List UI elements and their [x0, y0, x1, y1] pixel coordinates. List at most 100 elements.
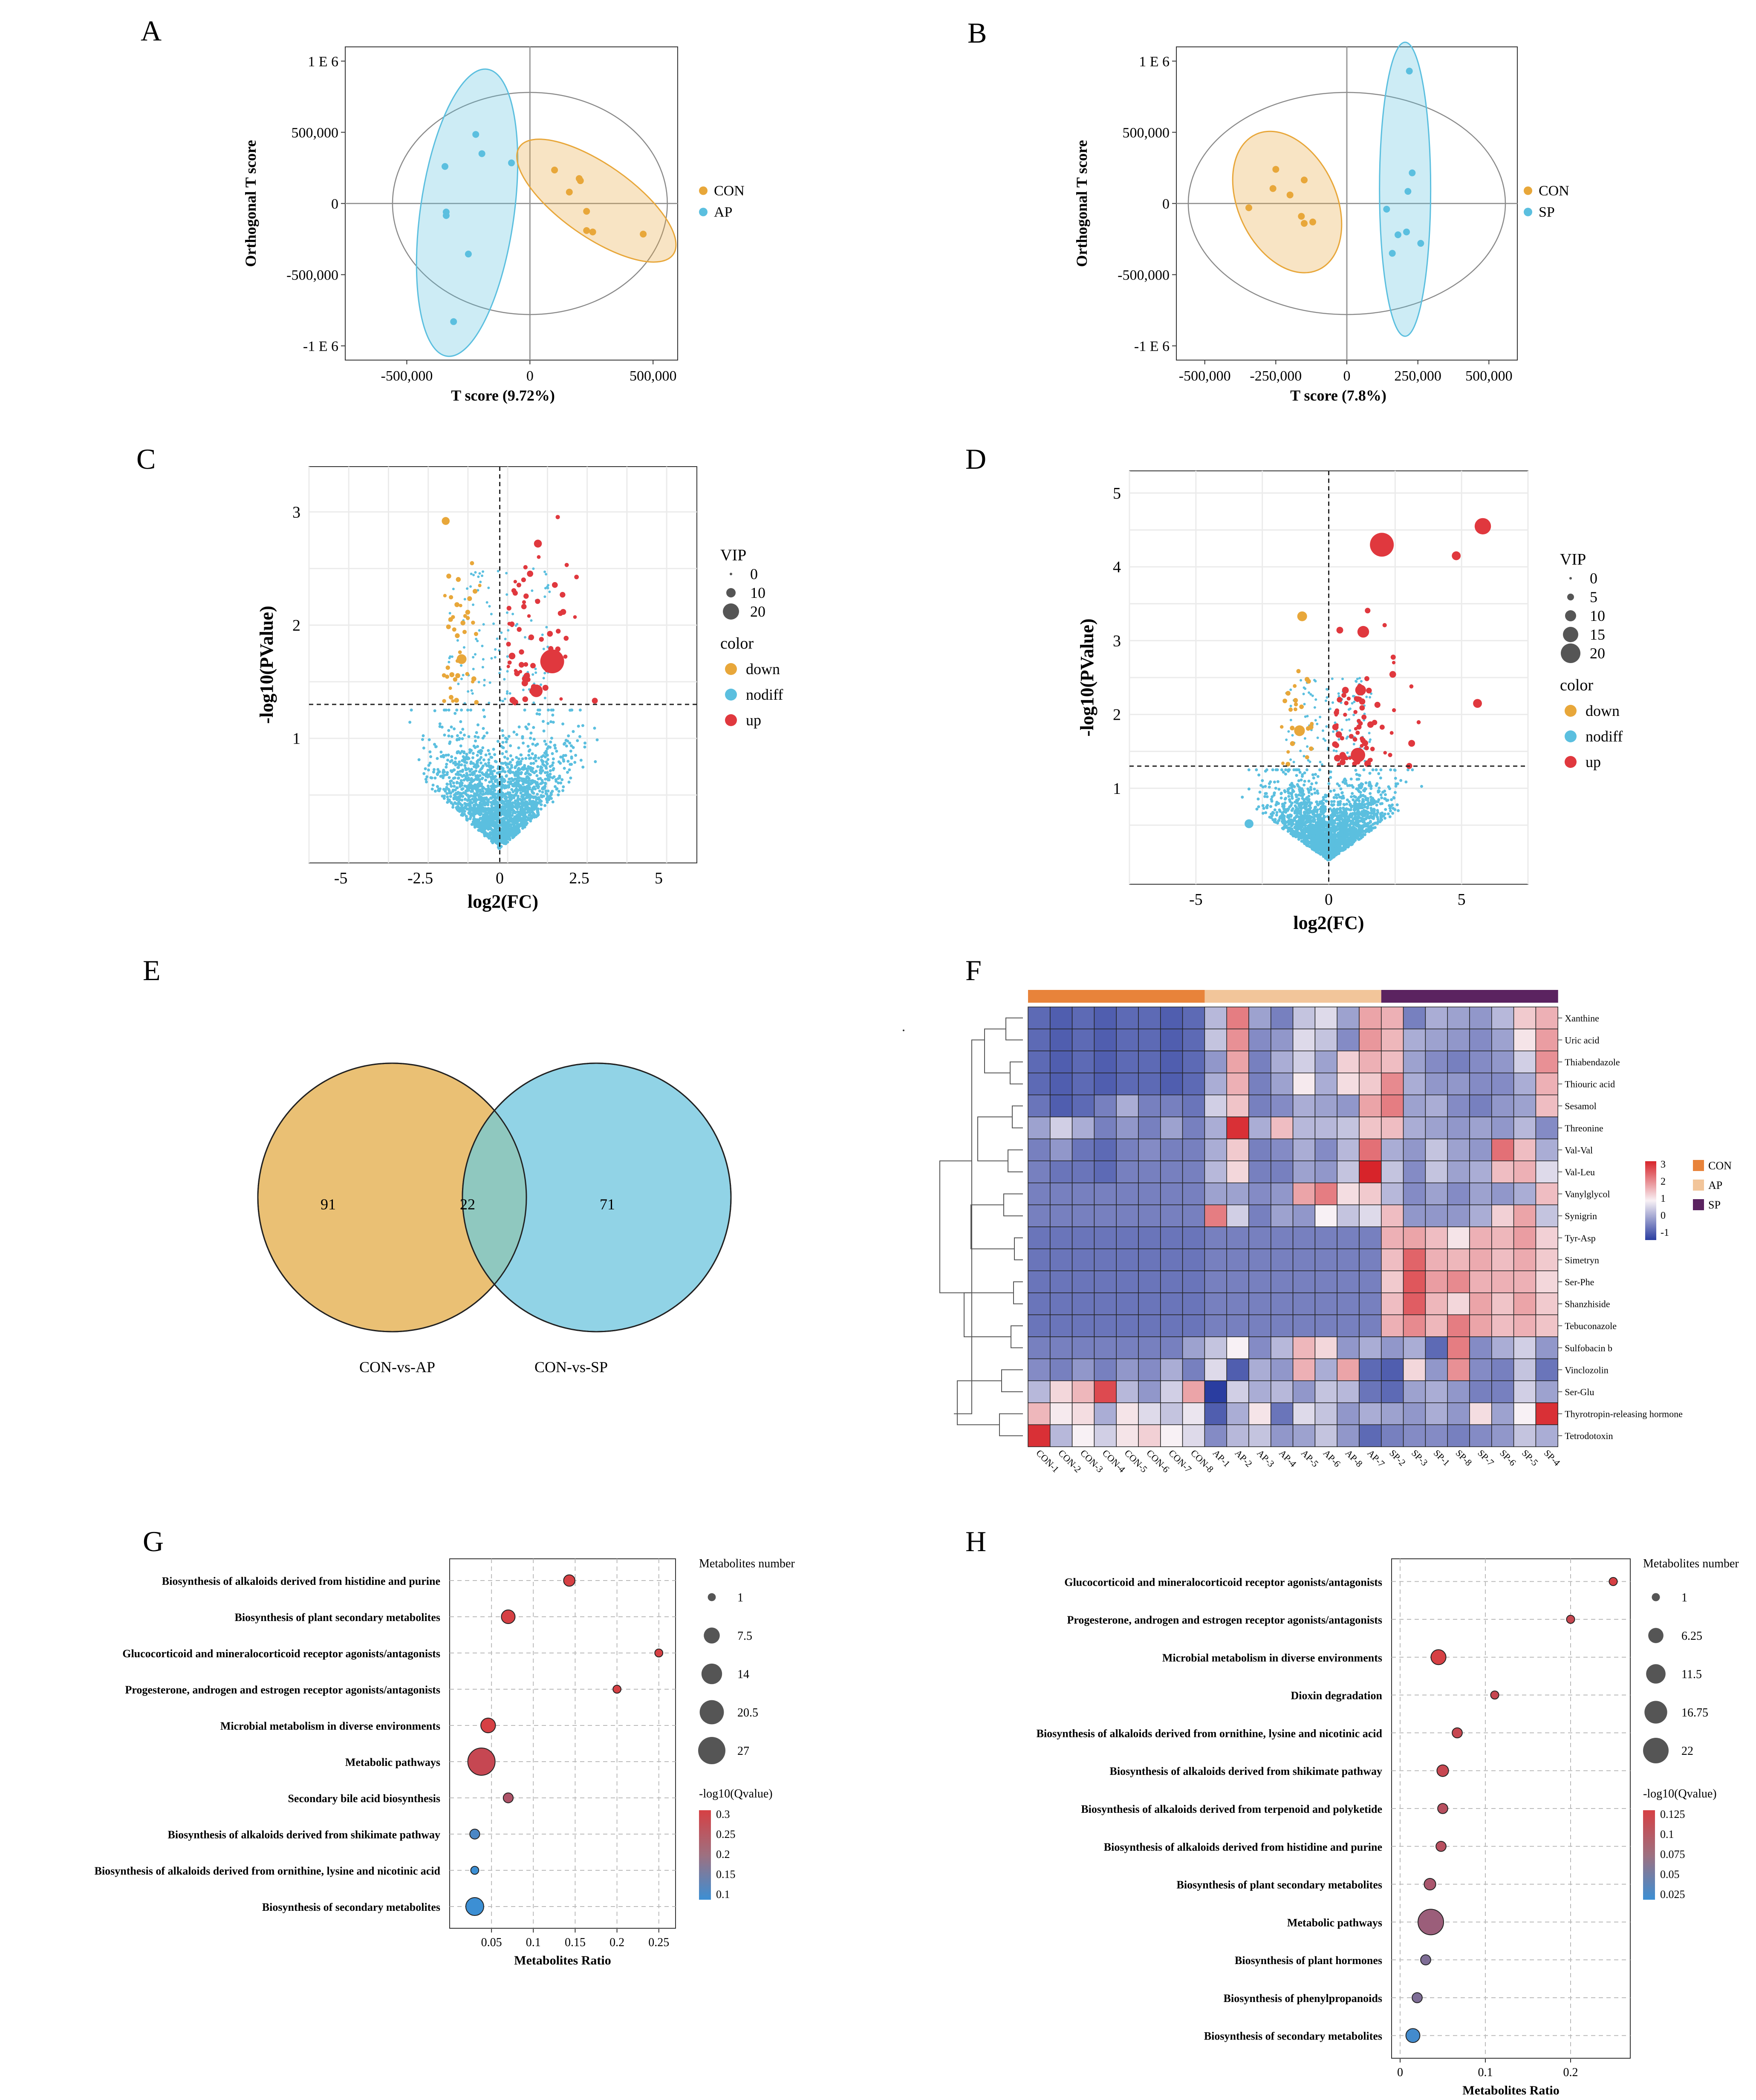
data-point-nodiff: [487, 764, 491, 767]
data-point-nodiff: [519, 811, 523, 814]
data-point-nodiff: [1301, 790, 1304, 793]
data-point-nodiff: [517, 757, 520, 761]
data-point-nodiff: [508, 838, 511, 841]
data-point-nodiff: [450, 801, 453, 805]
data-point-nodiff: [1340, 810, 1343, 813]
data-point-nodiff: [506, 818, 509, 822]
data-point-nodiff: [459, 779, 463, 782]
data-point-nodiff: [474, 735, 477, 738]
data-point-nodiff: [1340, 826, 1344, 829]
data-point-nodiff: [1376, 818, 1380, 821]
data-point-nodiff: [462, 806, 465, 810]
data-point-nodiff: [1348, 843, 1351, 846]
data-point-nodiff: [1255, 808, 1259, 811]
data-point-nodiff: [1303, 779, 1306, 783]
data-point-nodiff: [1360, 782, 1363, 785]
data-point-nodiff: [557, 790, 560, 793]
data-point-nodiff: [511, 801, 515, 805]
data-point-nodiff: [531, 810, 534, 813]
data-point-nodiff: [463, 798, 467, 801]
data-point-nodiff: [1300, 794, 1303, 797]
data-point-nodiff: [1375, 800, 1378, 803]
data-point-nodiff: [482, 708, 485, 712]
data-point-nodiff: [458, 760, 461, 764]
score-point-con: [1272, 166, 1279, 173]
data-point-nodiff: [546, 586, 549, 588]
data-point-down: [456, 577, 461, 582]
data-point-nodiff: [1276, 780, 1279, 783]
data-point-nodiff: [1355, 680, 1358, 683]
data-point-nodiff: [477, 575, 480, 578]
data-point-nodiff: [508, 832, 512, 836]
data-point-nodiff: [558, 774, 561, 778]
data-point-nodiff: [468, 751, 471, 754]
data-point-nodiff: [491, 784, 495, 787]
data-point-nodiff: [422, 734, 425, 737]
data-point-nodiff: [542, 677, 545, 680]
data-point-nodiff: [456, 738, 459, 741]
data-point-nodiff: [1325, 725, 1328, 728]
data-point-nodiff: [488, 605, 491, 608]
data-point-nodiff: [485, 601, 488, 604]
data-point-nodiff: [1349, 808, 1352, 811]
data-point-nodiff: [534, 795, 537, 799]
data-point-down: [478, 583, 482, 588]
data-point-nodiff: [536, 807, 540, 811]
data-point-nodiff: [468, 748, 472, 751]
score-point-con: [566, 188, 573, 196]
data-point-up: [1345, 756, 1349, 761]
data-point-nodiff: [471, 772, 475, 776]
data-point-nodiff: [505, 774, 508, 778]
data-point-nodiff: [460, 804, 464, 807]
data-point-nodiff: [437, 788, 440, 791]
data-point-nodiff: [465, 761, 468, 764]
data-point-nodiff: [479, 752, 482, 755]
data-point-nodiff: [1323, 833, 1326, 836]
data-point-nodiff: [450, 735, 453, 738]
data-point-nodiff: [529, 782, 532, 786]
data-point-nodiff: [1270, 813, 1273, 816]
data-point-up: [560, 592, 566, 598]
data-point-up: [1348, 756, 1352, 760]
data-point-nodiff: [1332, 796, 1336, 799]
data-point-nodiff: [1314, 781, 1318, 785]
data-point-nodiff: [544, 777, 547, 781]
data-point-down: [455, 673, 460, 678]
data-point-nodiff: [1281, 817, 1284, 821]
data-point-up: [1340, 759, 1346, 765]
data-point-nodiff: [1297, 793, 1300, 797]
data-point-nodiff: [514, 818, 518, 821]
data-point-down: [448, 686, 452, 690]
data-point-nodiff: [1313, 845, 1316, 849]
data-point-nodiff: [524, 636, 527, 639]
data-point-nodiff: [499, 808, 503, 812]
data-point-nodiff: [1319, 802, 1323, 805]
data-point-nodiff: [1289, 822, 1293, 825]
legend-swatch-ap: [699, 208, 708, 216]
data-point-nodiff: [471, 807, 474, 810]
data-point-nodiff: [500, 762, 503, 765]
data-point-nodiff: [523, 708, 526, 712]
data-point-nodiff: [551, 790, 554, 793]
data-point-nodiff: [1277, 819, 1281, 822]
data-point-nodiff: [457, 800, 460, 804]
data-point-nodiff: [483, 684, 486, 687]
data-point-nodiff: [489, 756, 493, 759]
data-point-up: [563, 635, 569, 641]
y-tick-label: 1 E 6: [308, 54, 338, 69]
data-point-nodiff: [1320, 841, 1323, 844]
data-point-nodiff: [1320, 817, 1324, 821]
data-point-nodiff: [477, 736, 480, 739]
data-point-nodiff: [1297, 826, 1300, 829]
data-point-down: [1296, 669, 1301, 674]
data-point-nodiff: [552, 757, 555, 761]
data-point-nodiff: [482, 822, 485, 826]
data-point-nodiff: [1337, 784, 1341, 788]
data-point-nodiff: [493, 753, 497, 756]
data-point-up: [522, 600, 526, 604]
data-point-nodiff: [1380, 796, 1383, 799]
data-point-nodiff: [421, 738, 424, 741]
data-point-nodiff: [507, 770, 510, 773]
data-point-nodiff: [562, 785, 565, 788]
data-point-nodiff: [501, 770, 504, 773]
